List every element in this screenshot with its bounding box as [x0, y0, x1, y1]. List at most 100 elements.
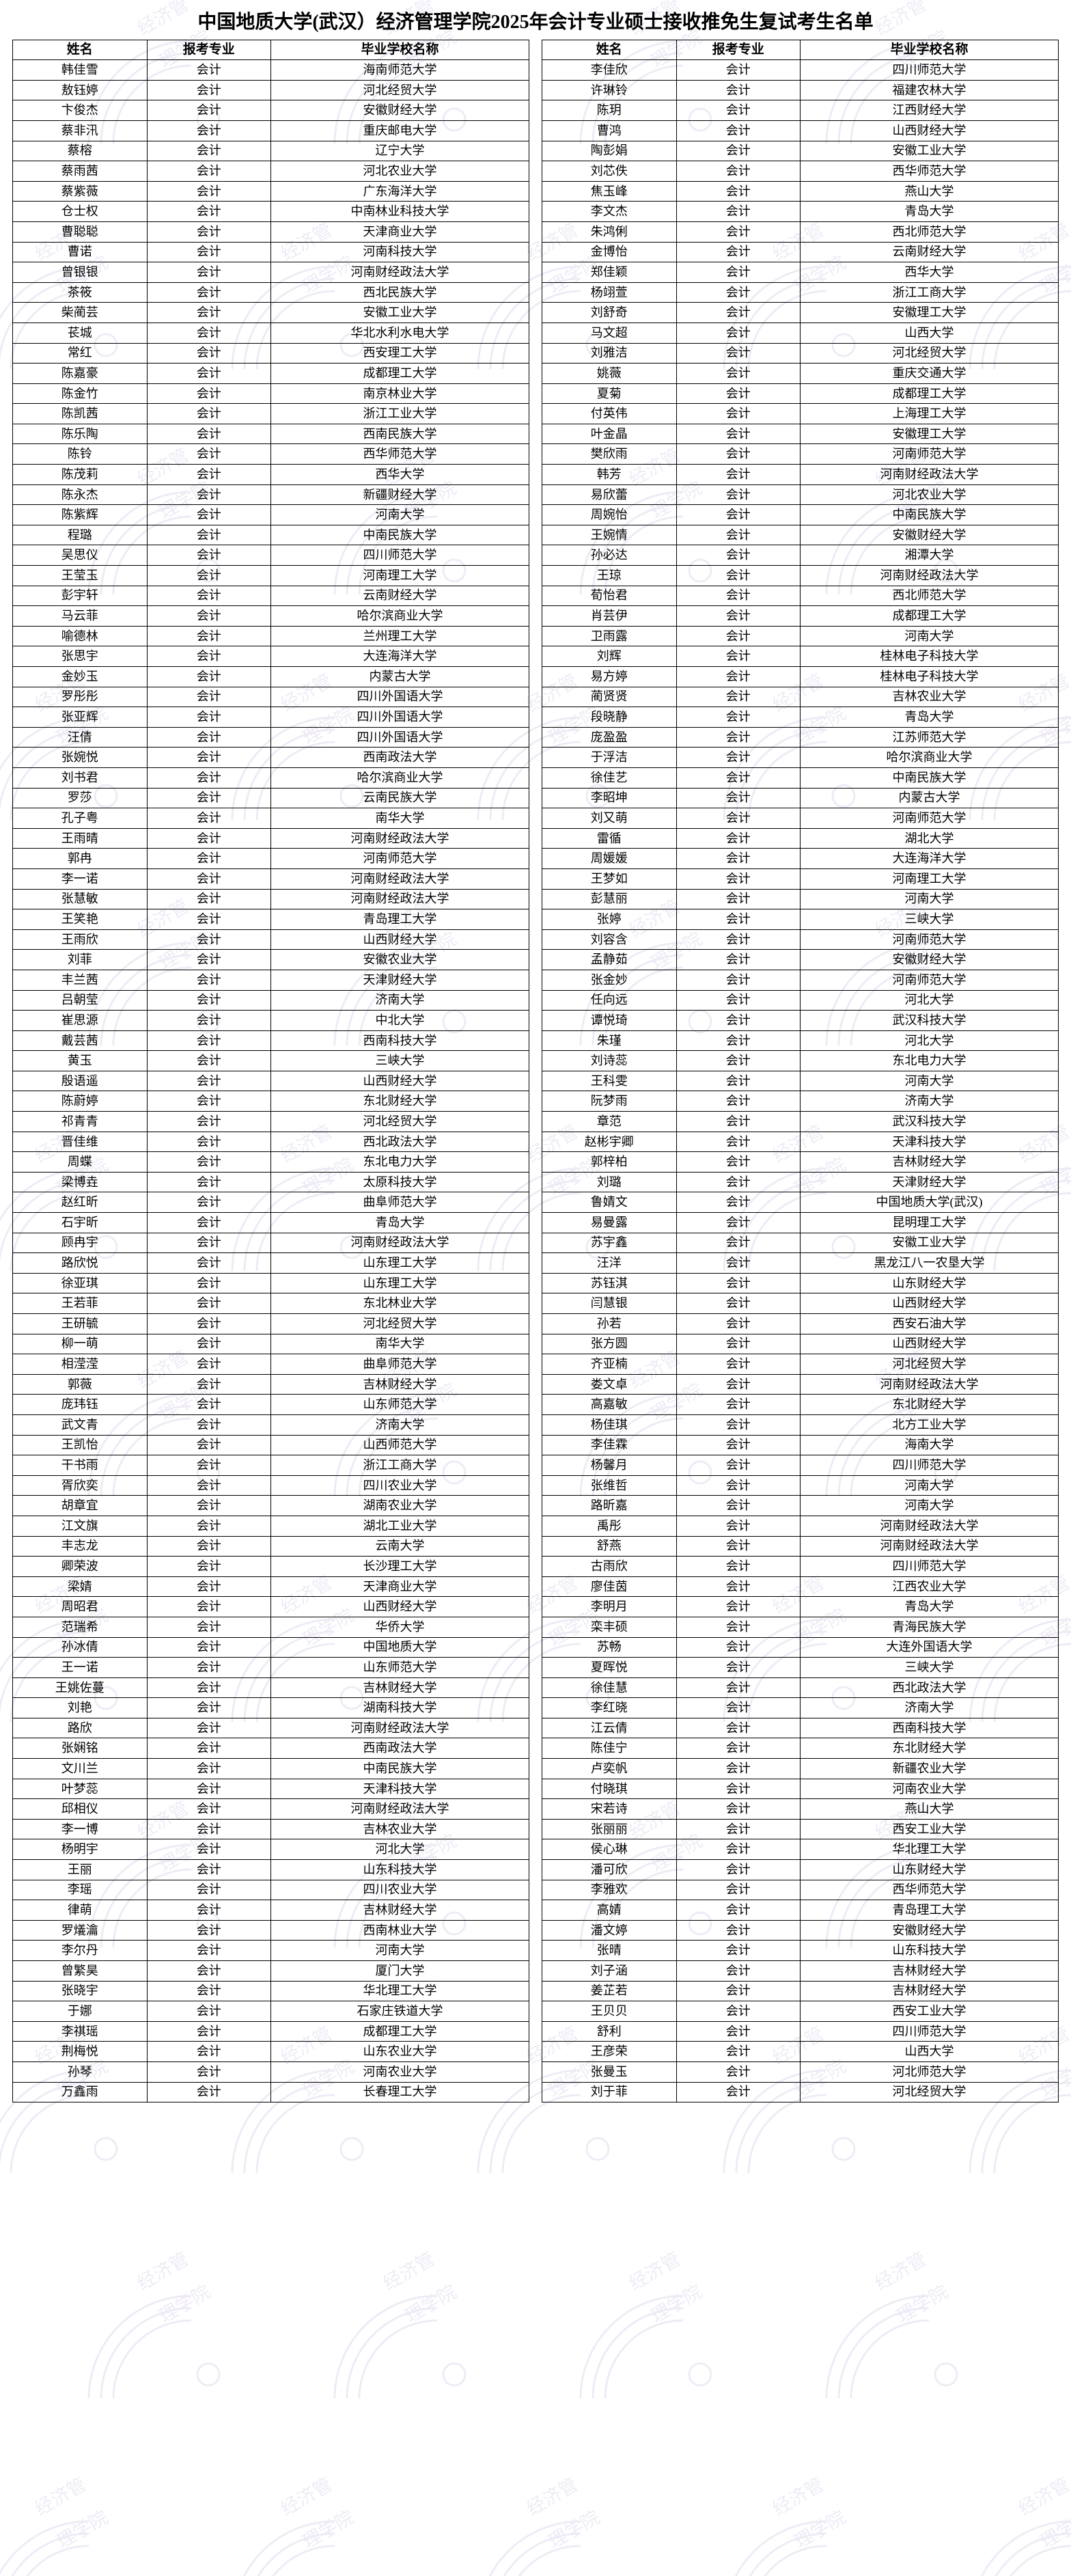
candidate-name: 罗燨瀹 — [12, 1919, 148, 1941]
table-row: 吕朝莹 会计 济南大学 — [12, 989, 530, 1011]
candidate-school: 东北电力大学 — [799, 1050, 1059, 1071]
table-row: 苏宇鑫 会计 安徽工业大学 — [542, 1232, 1059, 1254]
candidate-major: 会计 — [676, 1111, 801, 1132]
candidate-name: 王姚佐蔓 — [12, 1677, 148, 1699]
table-row: 王雨晴 会计 河南财经政法大学 — [12, 827, 530, 849]
candidate-name: 陈玥 — [542, 100, 677, 121]
candidate-name: 韩芳 — [542, 464, 677, 485]
candidate-name: 禹彤 — [542, 1515, 677, 1537]
candidate-name: 张方圆 — [542, 1333, 677, 1355]
candidate-school: 浙江工商大学 — [270, 1455, 530, 1476]
candidate-name: 杨翊萱 — [542, 282, 677, 303]
table-row: 李尔丹 会计 河南大学 — [12, 1940, 530, 1961]
candidate-school: 黑龙江八一农垦大学 — [799, 1252, 1059, 1274]
candidate-major: 会计 — [146, 464, 271, 485]
table-row: 闫慧银 会计 山西财经大学 — [542, 1293, 1059, 1314]
candidate-name: 刘容含 — [542, 929, 677, 950]
candidate-school: 四川外国语大学 — [270, 707, 530, 728]
candidate-school: 山西财经大学 — [799, 1293, 1059, 1314]
candidate-name: 苏钰淇 — [542, 1272, 677, 1294]
candidate-name: 彭慧丽 — [542, 888, 677, 910]
candidate-major: 会计 — [676, 59, 801, 81]
candidate-major: 会计 — [676, 201, 801, 222]
candidate-major: 会计 — [676, 1515, 801, 1537]
candidate-name: 杨馨月 — [542, 1455, 677, 1476]
table-row: 曹鸿 会计 山西财经大学 — [542, 120, 1059, 141]
candidate-name: 陈紫辉 — [12, 504, 148, 525]
candidate-major: 会计 — [676, 180, 801, 202]
candidate-major: 会计 — [676, 2001, 801, 2022]
candidate-name: 易欣蕾 — [542, 484, 677, 506]
candidate-school: 河南财经政法大学 — [270, 888, 530, 910]
table-row: 蔡雨茜 会计 河北农业大学 — [12, 161, 530, 182]
table-row: 潘可欣 会计 山东财经大学 — [542, 1859, 1059, 1880]
candidate-school: 山西财经大学 — [270, 929, 530, 950]
roster-right-body: 李佳欣 会计 四川师范大学 许琳铃 会计 福建农林大学 陈玥 会计 江西财经大学 曹鸿 会计 山西财经… — [542, 59, 1059, 2103]
candidate-school: 西安工业大学 — [799, 2001, 1059, 2022]
candidate-major: 会计 — [146, 848, 271, 869]
candidate-name: 范瑞希 — [12, 1616, 148, 1638]
candidate-name: 郭薇 — [12, 1373, 148, 1395]
candidate-major: 会计 — [676, 1475, 801, 1496]
table-row: 孙冰倩 会计 中国地质大学 — [12, 1636, 530, 1658]
candidate-major: 会计 — [676, 1414, 801, 1436]
table-row: 王雨欣 会计 山西财经大学 — [12, 929, 530, 950]
candidate-school: 上海理工大学 — [799, 403, 1059, 424]
candidate-school: 成都理工大学 — [270, 2020, 530, 2042]
candidate-school: 河南财经政法大学 — [270, 262, 530, 283]
candidate-major: 会计 — [676, 625, 801, 647]
table-row: 孟静茹 会计 安徽财经大学 — [542, 949, 1059, 970]
table-row: 陈紫辉 会计 河南大学 — [12, 504, 530, 525]
candidate-major: 会计 — [146, 140, 271, 162]
candidate-major: 会计 — [146, 909, 271, 930]
table-row: 周蝶 会计 东北电力大学 — [12, 1151, 530, 1173]
candidate-school: 河南财经政法大学 — [799, 1535, 1059, 1557]
candidate-major: 会计 — [676, 443, 801, 465]
candidate-major: 会计 — [146, 646, 271, 667]
candidate-school: 河北农业大学 — [799, 484, 1059, 506]
table-row: 王姚佐蔓 会计 吉林财经大学 — [12, 1677, 530, 1699]
table-row: 律萌 会计 吉林财经大学 — [12, 1900, 530, 1921]
candidate-name: 李瑶 — [12, 1879, 148, 1901]
candidate-school: 浙江工业大学 — [270, 403, 530, 424]
table-row: 苏畅 会计 大连外国语大学 — [542, 1636, 1059, 1658]
table-row: 庞玮钰 会计 山东师范大学 — [12, 1394, 530, 1415]
candidate-school: 桂林电子科技大学 — [799, 646, 1059, 667]
candidate-school: 西北师范大学 — [799, 585, 1059, 607]
candidate-school: 河北经贸大学 — [799, 2081, 1059, 2103]
candidate-school: 安徽财经大学 — [270, 100, 530, 121]
candidate-school: 安徽理工大学 — [799, 423, 1059, 445]
table-row: 王莹玉 会计 河南理工大学 — [12, 565, 530, 586]
candidate-name: 蔡雨茜 — [12, 161, 148, 182]
candidate-major: 会计 — [146, 201, 271, 222]
candidate-school: 河南财经政法大学 — [270, 1232, 530, 1254]
table-row: 李祺瑶 会计 成都理工大学 — [12, 2020, 530, 2042]
table-row: 罗莎 会计 云南民族大学 — [12, 787, 530, 809]
table-row: 杨翊萱 会计 浙江工商大学 — [542, 282, 1059, 303]
table-row: 张金妙 会计 河南师范大学 — [542, 969, 1059, 991]
candidate-school: 天津财经大学 — [799, 1171, 1059, 1193]
candidate-name: 姜芷若 — [542, 1980, 677, 2002]
candidate-school: 四川师范大学 — [799, 2020, 1059, 2042]
table-row: 郭梓柏 会计 吉林财经大学 — [542, 1151, 1059, 1173]
candidate-school: 华北水利水电大学 — [270, 322, 530, 344]
candidate-school: 江西财经大学 — [799, 100, 1059, 121]
candidate-major: 会计 — [676, 1272, 801, 1294]
candidate-name: 李昭坤 — [542, 787, 677, 809]
candidate-major: 会计 — [676, 282, 801, 303]
candidate-name: 刘菲 — [12, 949, 148, 970]
table-row: 张婉悦 会计 西南政法大学 — [12, 747, 530, 768]
table-row: 孙必达 会计 湘潭大学 — [542, 545, 1059, 566]
candidate-name: 武文青 — [12, 1414, 148, 1436]
candidate-major: 会计 — [676, 1919, 801, 1941]
candidate-name: 张婷 — [542, 909, 677, 930]
candidate-major: 会计 — [676, 1778, 801, 1800]
table-row: 庞盈盈 会计 江苏师范大学 — [542, 726, 1059, 748]
candidate-major: 会计 — [146, 666, 271, 687]
candidate-school: 四川农业大学 — [270, 1475, 530, 1496]
candidate-school: 吉林财经大学 — [270, 1900, 530, 1921]
candidate-major: 会计 — [146, 1515, 271, 1537]
candidate-name: 梁博垚 — [12, 1171, 148, 1193]
candidate-name: 陈嘉豪 — [12, 363, 148, 384]
candidate-name: 朱瑾 — [542, 1030, 677, 1052]
